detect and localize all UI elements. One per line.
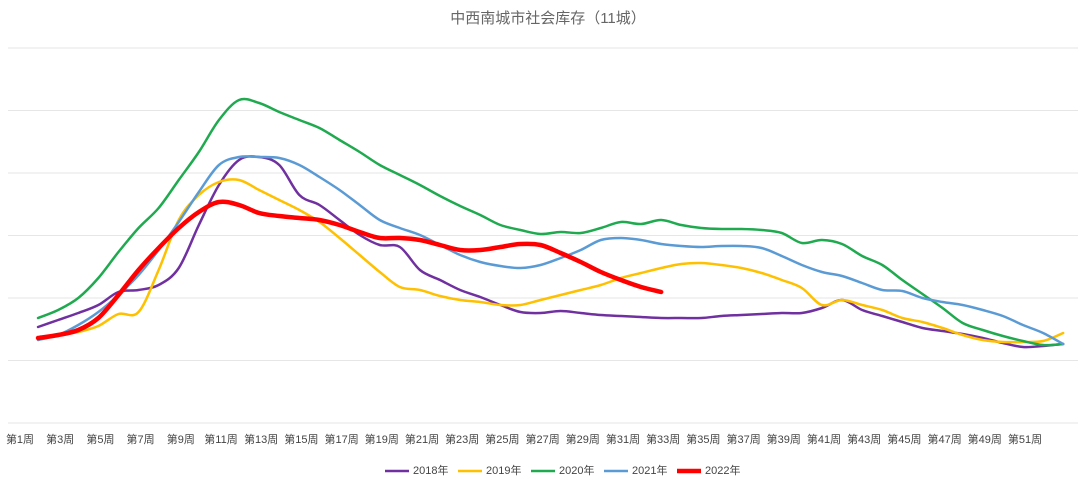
x-tick-label: 第13周 <box>244 432 278 446</box>
series-line <box>36 155 1065 346</box>
x-tick-label: 第15周 <box>284 432 318 446</box>
x-tick-label: 第29周 <box>566 432 600 446</box>
x-tick-label: 第5周 <box>86 432 114 446</box>
x-tick-label: 第35周 <box>686 432 720 446</box>
x-tick-label: 第25周 <box>485 432 519 446</box>
x-tick-label: 第45周 <box>887 432 921 446</box>
x-tick-label: 第33周 <box>646 432 680 446</box>
x-tick-label: 第31周 <box>606 432 640 446</box>
x-tick-label: 第9周 <box>167 432 195 446</box>
x-tick-label: 第19周 <box>365 432 399 446</box>
x-tick-label: 第17周 <box>324 432 358 446</box>
x-tick-label: 第7周 <box>127 432 155 446</box>
x-tick-label: 第1周 <box>6 432 34 446</box>
x-tick-label: 第41周 <box>807 432 841 446</box>
x-tick-label: 第39周 <box>767 432 801 446</box>
x-tick-label: 第37周 <box>726 432 760 446</box>
x-tick-label: 第11周 <box>204 432 237 446</box>
series-line <box>36 97 1065 347</box>
x-tick-label: 第23周 <box>445 432 479 446</box>
x-tick-label: 第21周 <box>405 432 439 446</box>
x-tick-label: 第51周 <box>1008 432 1042 446</box>
x-tick-label: 第3周 <box>46 432 74 446</box>
chart-title: 中西南城市社会库存（11城） <box>450 10 646 27</box>
series-line <box>36 178 1065 344</box>
x-tick-label: 第43周 <box>847 432 881 446</box>
legend-label: 2018年 <box>413 463 448 477</box>
series-line <box>35 199 664 341</box>
legend-label: 2019年 <box>486 463 521 477</box>
legend-label: 2020年 <box>559 463 594 477</box>
x-tick-label: 第49周 <box>968 432 1002 446</box>
x-tick-label: 第47周 <box>927 432 961 446</box>
legend-label: 2021年 <box>632 463 667 477</box>
legend-label: 2022年 <box>705 463 740 477</box>
x-tick-label: 第27周 <box>525 432 559 446</box>
